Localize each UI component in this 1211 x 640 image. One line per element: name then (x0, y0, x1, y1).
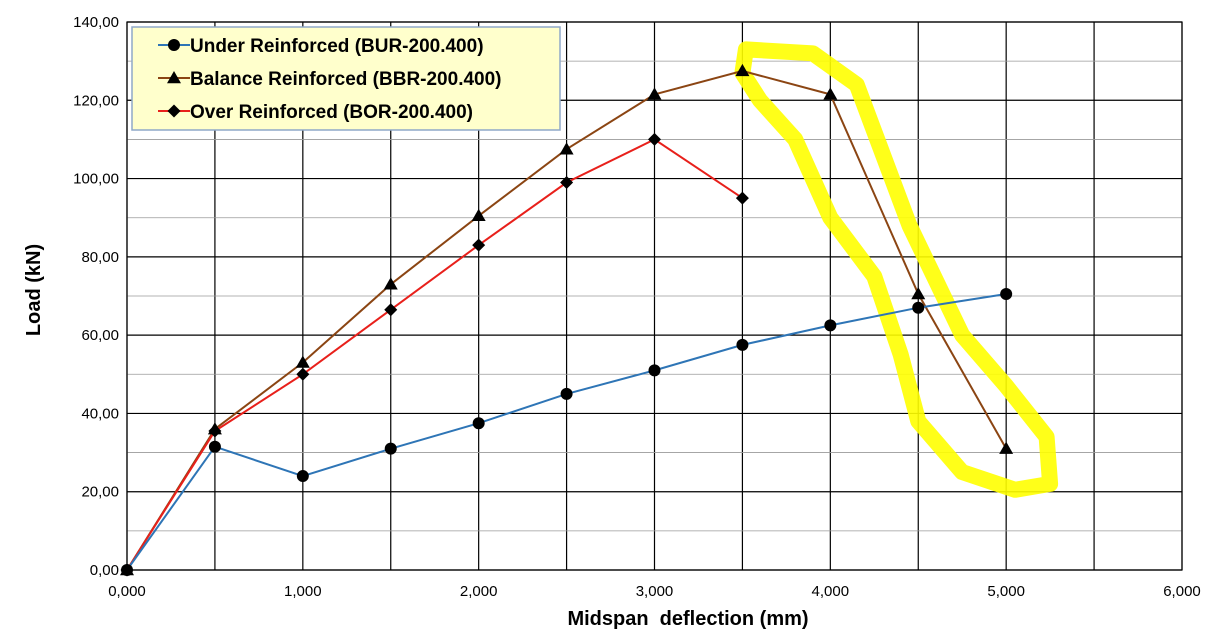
y-tick-label: 40,00 (81, 405, 119, 422)
data-point (736, 338, 749, 351)
data-point (471, 208, 486, 222)
x-tick-label: 6,000 (1163, 583, 1201, 600)
y-tick-label: 120,00 (73, 92, 119, 109)
data-point (167, 104, 181, 118)
data-point (912, 301, 925, 314)
data-point (472, 417, 485, 430)
y-tick-label: 100,00 (73, 171, 119, 188)
y-tick-label: 80,00 (81, 249, 119, 266)
x-tick-label: 2,000 (460, 583, 498, 600)
y-tick-label: 140,00 (73, 14, 119, 31)
y-tick-label: 60,00 (81, 327, 119, 344)
x-tick-label: 1,000 (284, 583, 322, 600)
data-point (208, 440, 221, 453)
data-point (560, 387, 573, 400)
data-point (560, 175, 574, 189)
x-tick-label: 4,000 (812, 583, 850, 600)
y-tick-label: 20,00 (81, 484, 119, 501)
y-tick-labels: 0,00 20,00 40,00 60,00 80,00 100,00 120,00 140,… (73, 14, 119, 579)
data-point (735, 63, 750, 77)
data-point (472, 238, 486, 252)
x-tick-label: 3,000 (636, 583, 674, 600)
series-layer (120, 63, 1014, 577)
data-point (384, 442, 397, 455)
y-tick-label: 0,00 (90, 562, 119, 579)
legend-label: Under Reinforced (BUR-200.400) (190, 36, 484, 57)
data-point (296, 470, 309, 483)
data-point (823, 87, 838, 100)
data-point (559, 142, 574, 155)
x-tick-label: 5,000 (987, 583, 1025, 600)
data-point (999, 441, 1014, 454)
data-point (167, 71, 181, 84)
highlight-layer (734, 41, 1059, 498)
data-point (296, 367, 310, 381)
data-point (911, 287, 926, 300)
x-axis-label: Midspan deflection (mm) (567, 608, 808, 630)
data-point (168, 39, 180, 51)
data-point (384, 303, 398, 317)
data-point (648, 132, 661, 146)
series-0 (121, 288, 1013, 576)
data-point (648, 364, 661, 377)
data-point (1000, 288, 1013, 301)
x-tick-label: 0,000 (108, 583, 146, 600)
highlight-loop (734, 41, 1059, 498)
data-point (383, 277, 398, 290)
y-axis-label: Load (kN) (23, 244, 45, 336)
legend-box (131, 26, 561, 131)
plot-border (126, 21, 1183, 571)
x-tick-labels: 0,000 1,000 2,000 3,000 4,000 5,000 6,000 (108, 583, 1201, 600)
data-point (295, 355, 310, 368)
data-point (208, 424, 222, 438)
data-point (735, 191, 749, 205)
legend-label: Over Reinforced (BOR-200.400) (190, 102, 473, 123)
legend-label: Balance Reinforced (BBR-200.400) (190, 69, 502, 90)
legend: Under Reinforced (BUR-200.400) Balance Re… (131, 26, 561, 131)
series-line (126, 138, 743, 571)
data-point (824, 319, 837, 332)
data-point (647, 87, 662, 100)
